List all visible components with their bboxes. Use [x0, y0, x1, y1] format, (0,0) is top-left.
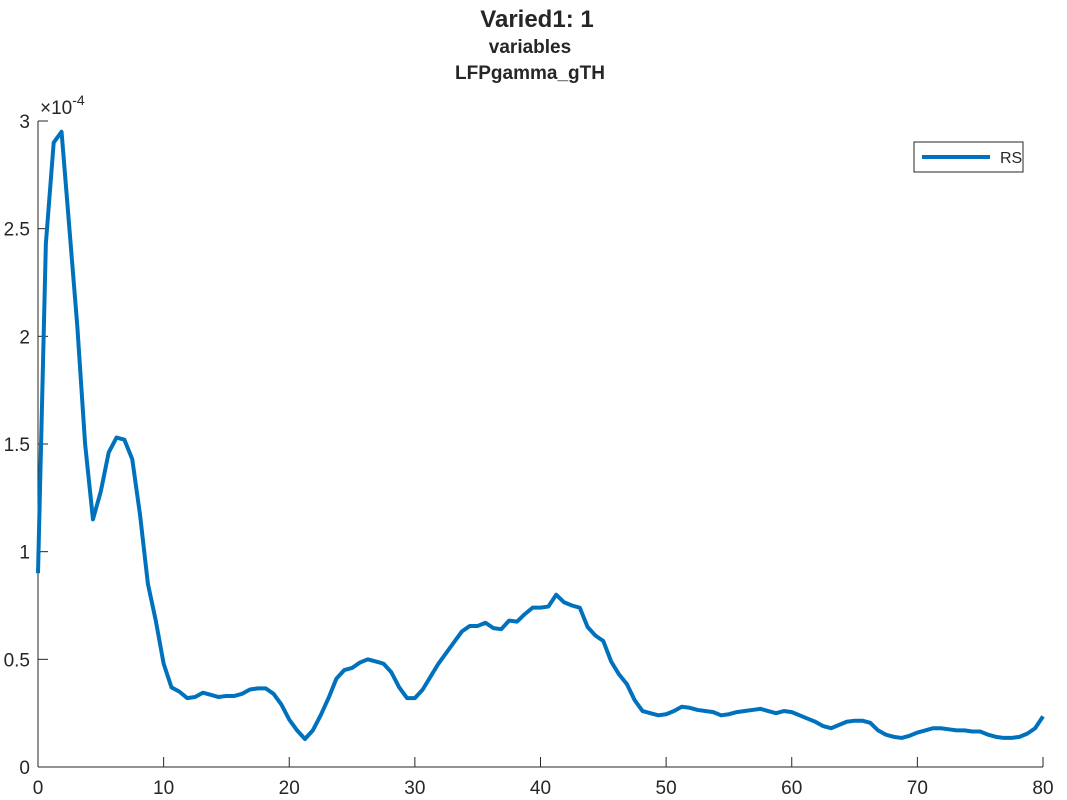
y-tick-label: 0.5: [4, 650, 30, 671]
y-tick-label: 1: [19, 543, 30, 564]
x-tick-label: 60: [781, 778, 802, 799]
exponent-base: ×10: [40, 98, 72, 119]
y-tick-label: 0: [19, 758, 30, 779]
y-exponent: ×10-4: [40, 92, 85, 119]
chart-title: Varied1: 1: [480, 6, 593, 33]
legend-label: RS: [1000, 150, 1022, 167]
y-tick-label: 3: [19, 112, 30, 133]
chart-subtitle: LFPgamma_gTH: [455, 63, 605, 84]
y-tick-label: 2.5: [4, 220, 30, 241]
x-tick-label: 50: [656, 778, 677, 799]
y-tick-label: 2: [19, 327, 30, 348]
x-tick-label: 10: [153, 778, 174, 799]
x-tick-label: 30: [404, 778, 425, 799]
x-tick-label: 20: [279, 778, 300, 799]
x-tick-label: 40: [530, 778, 551, 799]
x-tick-label: 80: [1032, 778, 1053, 799]
data-line: [36, 129, 1045, 742]
y-tick-label: 1.5: [4, 435, 30, 456]
x-tick-label: 0: [33, 778, 44, 799]
chart-subtitle: variables: [489, 37, 571, 58]
exponent-power: -4: [72, 92, 85, 108]
x-tick-label: 70: [907, 778, 928, 799]
